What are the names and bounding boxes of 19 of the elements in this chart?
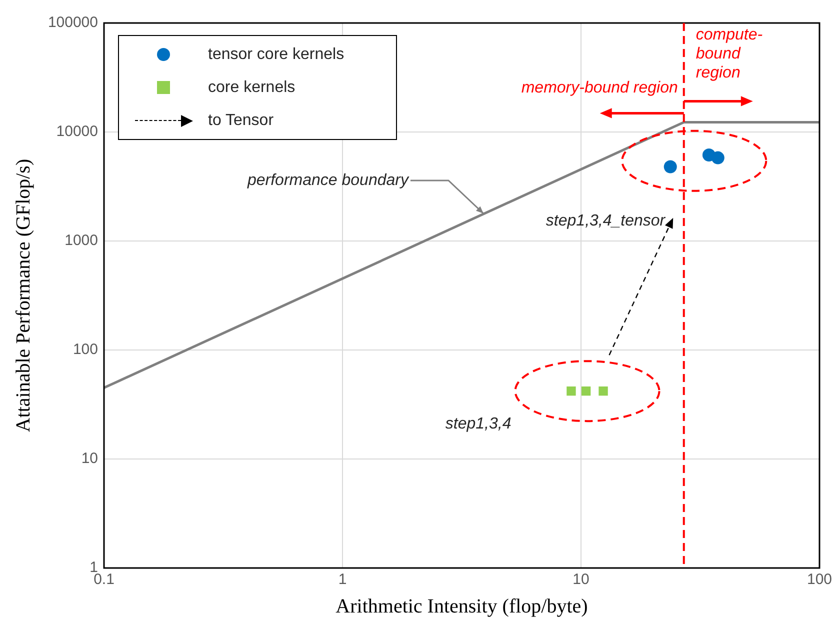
annotation: step1,3,4 [445, 416, 512, 433]
x-tick-label: 0.1 [94, 571, 114, 588]
annotation: to Tensor [208, 112, 274, 130]
y-tick-label: 10000 [56, 123, 98, 140]
annotation: performance boundary [246, 172, 410, 189]
x-tick-label: 10 [572, 571, 590, 588]
x-tick-label: 100 [806, 571, 832, 588]
y-tick-label: 10 [81, 450, 98, 468]
x-tick-label: 1 [338, 571, 347, 588]
y-tick-label: 100000 [48, 14, 98, 32]
legend-label: tensor core kernels [208, 46, 344, 64]
y-tick-label: 1000 [64, 232, 98, 250]
y-tick-label: 100 [72, 341, 98, 358]
legend-label: core kernels [208, 78, 296, 96]
annotation: step1,3,4_tensor [546, 212, 666, 230]
annotation: compute-bound region [696, 26, 763, 82]
y-axis-title: Attainable Performance (GFlop/s) [12, 158, 34, 432]
x-axis-title: Arithmetic Intensity (flop/byte) [336, 595, 588, 618]
annotation: memory-bound region [521, 80, 678, 97]
